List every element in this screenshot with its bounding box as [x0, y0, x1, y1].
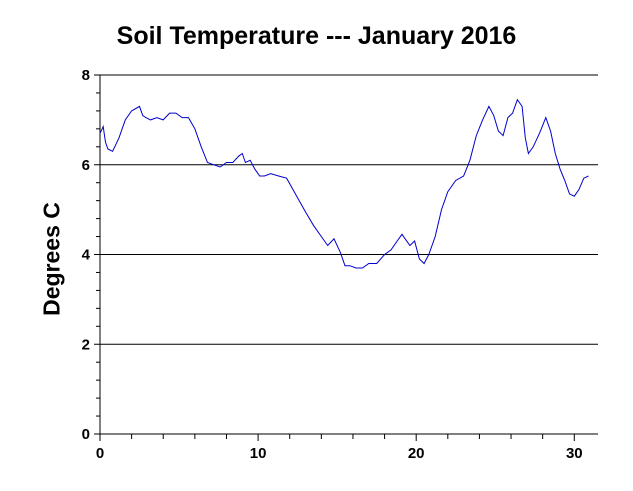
x-tick-label: 20 — [408, 445, 425, 462]
x-tick-label: 30 — [566, 445, 583, 462]
y-tick-label: 8 — [82, 67, 90, 84]
y-tick-label: 0 — [82, 426, 90, 443]
x-tick-label: 0 — [96, 445, 104, 462]
y-tick-label: 6 — [82, 157, 90, 174]
y-tick-label: 4 — [82, 247, 91, 264]
data-line-series — [99, 98, 589, 269]
chart-title: Soil Temperature --- January 2016 — [116, 22, 517, 50]
y-tick-label: 2 — [82, 336, 90, 353]
x-tick-label: 10 — [250, 445, 267, 462]
